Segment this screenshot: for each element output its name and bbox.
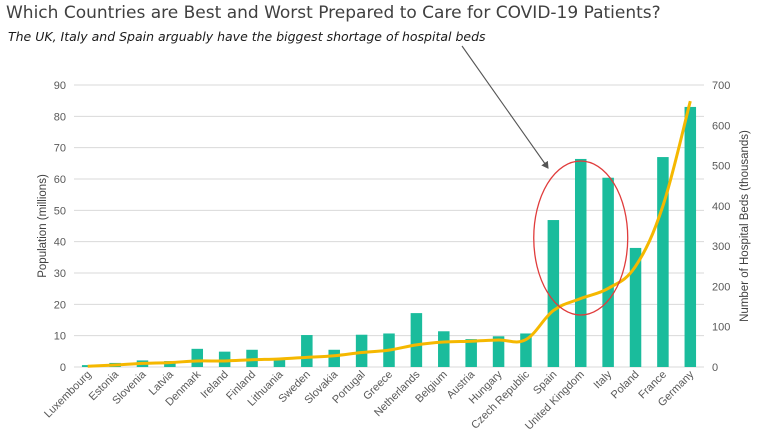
annotation-arrow [461,45,549,169]
y2-tick-label: 200 [712,281,730,293]
y-tick-label: 70 [54,143,66,155]
y-tick-label: 30 [54,268,66,280]
bar [218,351,231,367]
bar [547,220,560,367]
y-tick-label: 60 [54,174,66,186]
bar [602,177,614,367]
y-tick-label: 50 [54,205,66,217]
y2-axis-label: Number of Hospital Beds (thousands) [739,130,751,322]
y-tick-label: 10 [54,331,66,343]
bar [684,106,697,367]
beds-line [87,100,692,368]
chart-subtitle: The UK, Italy and Spain arguably have th… [8,29,486,44]
right-axis-ticks: 0 100 200 300 400 500 600 700 [712,80,730,374]
y2-tick-label: 400 [712,201,730,213]
beds-line-path [87,100,692,368]
bar [492,336,505,367]
bar [273,358,286,367]
bars [81,106,697,367]
y-tick-label: 20 [54,299,66,311]
y-tick-label: 40 [54,237,66,249]
y-tick-label: 90 [54,80,66,92]
gridlines [74,84,704,368]
bar [520,333,532,367]
bar [301,335,313,367]
bar [328,349,340,367]
bar [191,348,204,367]
x-tick-label: Italy [591,368,614,391]
bar [355,334,368,367]
x-axis-ticks: LuxembourgEstoniaSloveniaLatviaDenmarkIr… [42,368,697,432]
bar [574,158,587,367]
y-tick-label: 80 [54,111,66,123]
y2-tick-label: 700 [712,80,730,92]
y2-tick-label: 0 [712,362,718,374]
y-axis-label: Population (millions) [37,174,49,278]
bar [465,339,477,367]
highlight-ellipse [533,160,629,316]
bar [410,313,423,367]
y2-tick-label: 600 [712,120,730,132]
y2-tick-label: 100 [712,322,730,334]
annotation [461,45,629,316]
chart-title: Which Countries are Best and Worst Prepa… [6,3,661,23]
y-tick-label: 0 [60,362,66,374]
x-tick-label: Poland [609,369,642,402]
left-axis-ticks: 0 10 20 30 40 50 60 70 80 90 [54,80,66,374]
y2-tick-label: 500 [712,161,730,173]
bar [629,247,642,367]
y2-tick-label: 300 [712,241,730,253]
bar [657,157,669,367]
bar [438,331,450,367]
